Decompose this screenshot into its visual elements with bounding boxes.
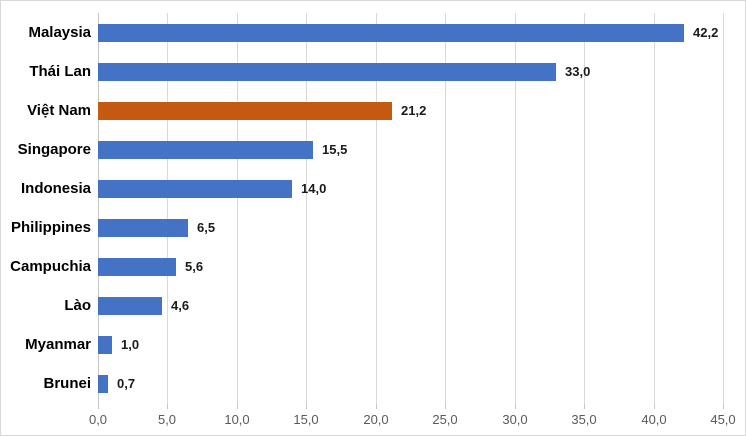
- x-tick-label: 15,0: [293, 412, 319, 427]
- gridline: [306, 13, 307, 404]
- axis-tick: [167, 404, 168, 409]
- axis-line: [98, 13, 99, 404]
- gridline: [237, 13, 238, 404]
- bar-highlighted: [98, 102, 392, 120]
- value-label: 4,6: [171, 298, 190, 313]
- x-tick-label: 35,0: [571, 412, 597, 427]
- value-label: 21,2: [401, 103, 427, 118]
- axis-tick: [306, 404, 307, 409]
- value-label: 0,7: [117, 376, 136, 391]
- gridline: [515, 13, 516, 404]
- category-label: Lào: [64, 297, 91, 314]
- bar: [98, 336, 112, 354]
- category-label: Myanmar: [25, 336, 91, 353]
- axis-tick: [445, 404, 446, 409]
- category-label: Indonesia: [20, 180, 91, 197]
- x-tick-label: 20,0: [363, 412, 389, 427]
- category-label: Singapore: [17, 141, 91, 158]
- x-tick-label: 25,0: [432, 412, 458, 427]
- bar: [98, 180, 292, 198]
- axis-tick: [584, 404, 585, 409]
- axis-tick: [237, 404, 238, 409]
- value-label: 1,0: [121, 337, 140, 352]
- x-tick-label: 30,0: [502, 412, 528, 427]
- gridline: [654, 13, 655, 404]
- x-tick-label: 45,0: [710, 412, 736, 427]
- value-label: 42,2: [693, 25, 719, 40]
- bar: [98, 141, 313, 159]
- value-label: 33,0: [565, 64, 591, 79]
- axis-tick: [515, 404, 516, 409]
- bar: [98, 219, 188, 237]
- gridline: [723, 13, 724, 404]
- x-tick-label: 5,0: [157, 412, 177, 427]
- axis-tick: [723, 404, 724, 409]
- value-label: 6,5: [197, 220, 216, 235]
- value-label: 5,6: [185, 259, 204, 274]
- bar: [98, 375, 108, 393]
- value-label: 14,0: [301, 181, 327, 196]
- gridline: [167, 13, 168, 404]
- value-label: 15,5: [322, 142, 348, 157]
- category-label: Campuchia: [10, 258, 91, 275]
- category-label: Malaysia: [28, 24, 91, 41]
- x-tick-label: 10,0: [224, 412, 250, 427]
- x-tick-label: 0,0: [88, 412, 108, 427]
- axis-tick: [376, 404, 377, 409]
- bar: [98, 63, 556, 81]
- category-label: Philippines: [10, 219, 91, 236]
- plot-area: [98, 13, 724, 404]
- category-label: Thái Lan: [29, 63, 91, 80]
- bar: [98, 24, 684, 42]
- axis-tick: [98, 404, 99, 409]
- bar: [98, 297, 162, 315]
- category-label: Brunei: [43, 375, 91, 392]
- bar: [98, 258, 176, 276]
- gridline: [376, 13, 377, 404]
- gridline: [584, 13, 585, 404]
- axis-tick: [654, 404, 655, 409]
- category-label: Việt Nam: [27, 102, 91, 119]
- gridline: [445, 13, 446, 404]
- x-tick-label: 40,0: [641, 412, 667, 427]
